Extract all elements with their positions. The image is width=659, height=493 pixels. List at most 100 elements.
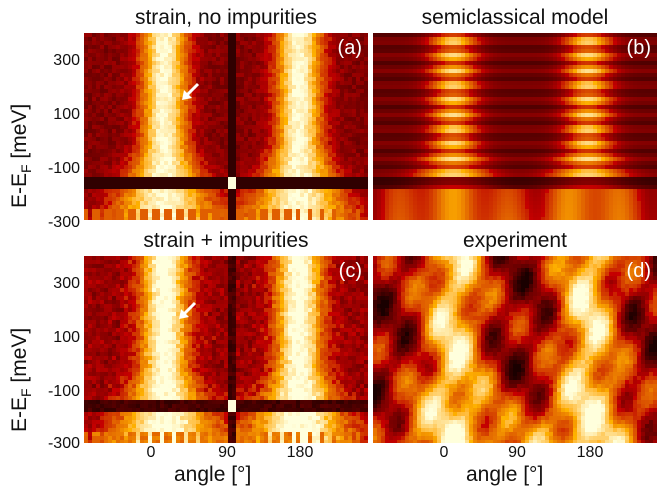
heatmap-cell: [316, 81, 321, 86]
heatmap-cell: [304, 153, 309, 158]
heatmap-cell: [565, 101, 570, 106]
heatmap-cell: [633, 97, 638, 102]
heatmap-cell: [108, 93, 113, 98]
heatmap-cell: [437, 81, 442, 86]
heatmap-cell: [445, 101, 450, 106]
heatmap-cell: [525, 85, 530, 90]
heatmap-cell: [409, 73, 414, 78]
heatmap-cell: [364, 117, 368, 122]
heatmap-cell: [192, 89, 197, 94]
heatmap-cell: [617, 69, 622, 74]
heatmap-cell: [156, 165, 161, 170]
heatmap-cell: [304, 69, 309, 74]
heatmap-cell: [104, 49, 109, 54]
heatmap-cell: [569, 101, 574, 106]
heatmap-cell: [316, 69, 321, 74]
heatmap-cell: [284, 161, 289, 166]
heatmap-cell: [328, 125, 333, 130]
heatmap-cell: [453, 97, 458, 102]
heatmap-cell: [553, 45, 558, 50]
heatmap-cell: [328, 189, 333, 194]
heatmap-cell: [128, 217, 133, 220]
heatmap-cell: [324, 69, 329, 74]
heatmap-cell: [629, 61, 634, 66]
heatmap-cell: [312, 157, 317, 162]
heatmap-cell: [356, 145, 361, 150]
heatmap-cell: [124, 177, 129, 182]
heatmap-cell: [373, 113, 378, 118]
heatmap-cell: [216, 141, 221, 146]
heatmap-cell: [112, 53, 117, 58]
heatmap-cell: [557, 113, 562, 118]
heatmap-cell: [124, 85, 129, 90]
heatmap-cell: [316, 89, 321, 94]
heatmap-cell: [529, 33, 534, 38]
heatmap-cell: [112, 161, 117, 166]
heatmap-cell: [429, 81, 434, 86]
heatmap-cell: [517, 117, 522, 122]
heatmap-cell: [405, 93, 410, 98]
heatmap-cell: [228, 165, 233, 170]
heatmap-cell: [264, 97, 269, 102]
heatmap-cell: [348, 201, 353, 206]
heatmap-cell: [352, 161, 357, 166]
heatmap-cell: [148, 113, 153, 118]
heatmap-cell: [280, 69, 285, 74]
heatmap-cell: [292, 65, 297, 70]
heatmap-cell: [493, 37, 498, 42]
heatmap-cell: [437, 73, 442, 78]
heatmap-cell: [609, 45, 614, 50]
heatmap-cell: [184, 185, 189, 190]
heatmap-cell: [649, 113, 654, 118]
heatmap-cell: [336, 81, 341, 86]
heatmap-cell: [304, 149, 309, 154]
heatmap-cell: [164, 93, 169, 98]
heatmap-cell: [477, 61, 482, 66]
heatmap-cell: [260, 165, 265, 170]
heatmap-cell: [393, 109, 398, 114]
heatmap-cell: [128, 125, 133, 130]
heatmap-cell: [280, 93, 285, 98]
heatmap-cell: [473, 33, 478, 38]
heatmap-cell: [525, 77, 530, 82]
heatmap-cell: [332, 141, 337, 146]
heatmap-cell: [296, 185, 301, 190]
heatmap-cell: [128, 69, 133, 74]
heatmap-cell: [200, 141, 205, 146]
heatmap-cell: [617, 41, 622, 46]
heatmap-cell: [417, 109, 422, 114]
heatmap-cell: [344, 153, 349, 158]
heatmap-cell: [296, 173, 301, 178]
heatmap-cell: [204, 45, 209, 50]
heatmap-cell: [308, 141, 313, 146]
heatmap-cell: [601, 97, 606, 102]
heatmap-cell: [280, 197, 285, 202]
heatmap-cell: [308, 165, 313, 170]
heatmap-cell: [124, 213, 129, 218]
heatmap-cell: [569, 89, 574, 94]
heatmap-cell: [381, 69, 386, 74]
heatmap-cell: [312, 33, 317, 38]
heatmap-cell: [200, 77, 205, 82]
heatmap-cell: [312, 205, 317, 210]
heatmap-cell: [356, 165, 361, 170]
heatmap-cell: [204, 69, 209, 74]
heatmap-cell: [413, 81, 418, 86]
heatmap-cell: [509, 69, 514, 74]
heatmap-cell: [356, 157, 361, 162]
heatmap-cell: [501, 65, 506, 70]
heatmap-cell: [240, 189, 245, 194]
heatmap-cell: [409, 93, 414, 98]
heatmap-cell: [148, 93, 153, 98]
heatmap-cell: [116, 181, 121, 186]
heatmap-cell: [232, 149, 237, 154]
heatmap-cell: [328, 61, 333, 66]
heatmap-cell: [248, 153, 253, 158]
heatmap-cell: [276, 69, 281, 74]
heatmap-cell: [581, 69, 586, 74]
heatmap-cell: [188, 85, 193, 90]
heatmap-cell: [401, 121, 406, 126]
heatmap-cell: [433, 45, 438, 50]
heatmap-cell: [284, 37, 289, 42]
heatmap-cell: [268, 53, 273, 58]
